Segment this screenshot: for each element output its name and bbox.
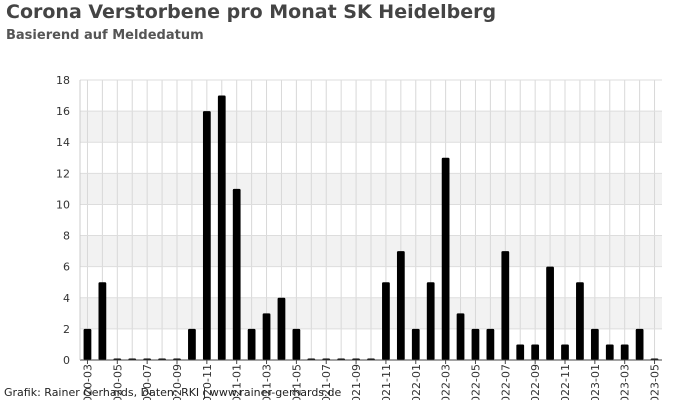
x-tick-label: 2020-07 bbox=[141, 364, 154, 400]
bar-2023-02 bbox=[605, 344, 614, 360]
bar-2020-11 bbox=[202, 111, 211, 360]
y-tick-label: 10 bbox=[56, 198, 70, 211]
bar-2020-10 bbox=[188, 328, 196, 360]
x-tick-label: 2020-11 bbox=[201, 364, 214, 400]
x-tick-label: 2023-03 bbox=[619, 364, 632, 400]
x-tick-label: 2022-07 bbox=[499, 364, 512, 400]
x-tick-label: 2021-03 bbox=[261, 364, 274, 400]
bar-2022-01 bbox=[411, 328, 420, 360]
bar-2021-03 bbox=[262, 313, 271, 360]
bar-2023-01 bbox=[590, 328, 599, 360]
bar-2022-08 bbox=[516, 344, 525, 360]
bar-2022-11 bbox=[561, 344, 569, 360]
bar-2022-03 bbox=[441, 157, 450, 360]
x-tick-label: 2023-05 bbox=[649, 364, 662, 400]
x-tick-label: 2022-03 bbox=[440, 364, 453, 400]
bar-2021-11 bbox=[382, 282, 390, 360]
y-tick-label: 12 bbox=[56, 167, 70, 180]
bar-2021-02 bbox=[247, 328, 256, 360]
bar-2023-03 bbox=[620, 344, 629, 360]
y-tick-label: 4 bbox=[63, 292, 70, 305]
bar-2021-12 bbox=[396, 251, 405, 360]
x-tick-label: 2020-09 bbox=[171, 364, 184, 400]
bar-2021-04 bbox=[277, 297, 286, 360]
bar-2021-01 bbox=[232, 188, 241, 360]
y-tick-label: 0 bbox=[63, 354, 70, 367]
y-axis-ticks: 0 2 4 6 8 10 12 14 16 18 bbox=[56, 74, 70, 367]
bar-2022-09 bbox=[531, 344, 540, 360]
bar-2022-02 bbox=[426, 282, 435, 360]
source-footer: Grafik: Rainer Gerhards, Daten: RKI | ww… bbox=[4, 386, 342, 399]
bar-2021-05 bbox=[292, 328, 301, 360]
y-tick-label: 6 bbox=[63, 261, 70, 274]
x-tick-label: 2022-01 bbox=[410, 364, 423, 400]
bar-2020-03 bbox=[83, 328, 92, 360]
bar-2022-05 bbox=[471, 328, 480, 360]
x-tick-label: 2021-01 bbox=[231, 364, 244, 400]
y-tick-label: 8 bbox=[63, 230, 70, 243]
x-tick-label: 2021-11 bbox=[380, 364, 393, 400]
bar-2022-10 bbox=[546, 266, 554, 360]
x-tick-label: 2023-01 bbox=[589, 364, 602, 400]
bar-2023-04 bbox=[635, 328, 644, 360]
x-tick-label: 2022-05 bbox=[469, 364, 482, 400]
x-tick-label: 2020-05 bbox=[111, 364, 124, 400]
bar-2022-06 bbox=[486, 328, 495, 360]
bar-2020-04 bbox=[98, 282, 107, 360]
x-tick-label: 2022-11 bbox=[559, 364, 572, 400]
y-tick-label: 18 bbox=[56, 74, 70, 87]
x-tick-label: 2021-07 bbox=[320, 364, 333, 400]
y-tick-label: 16 bbox=[56, 105, 70, 118]
chart-title: Corona Verstorbene pro Monat SK Heidelbe… bbox=[6, 1, 497, 23]
x-axis-ticks: 2020-03 2020-05 2020-07 2020-09 2020-11 2021-… bbox=[81, 360, 662, 400]
x-tick-label: 2021-05 bbox=[290, 364, 303, 400]
y-tick-label: 2 bbox=[63, 323, 70, 336]
y-tick-label: 14 bbox=[56, 136, 70, 149]
chart-subtitle: Basierend auf Meldedatum bbox=[6, 28, 204, 43]
horizontal-gridlines bbox=[80, 79, 662, 361]
bar-2020-12 bbox=[217, 95, 226, 361]
x-tick-label: 2021-09 bbox=[350, 364, 363, 400]
bar-2022-07 bbox=[501, 251, 510, 360]
bar-2022-04 bbox=[456, 313, 465, 360]
x-tick-label: 2020-03 bbox=[81, 364, 94, 400]
bar-2022-12 bbox=[576, 282, 584, 360]
bar-series bbox=[83, 95, 659, 361]
x-tick-label: 2022-09 bbox=[529, 364, 542, 400]
